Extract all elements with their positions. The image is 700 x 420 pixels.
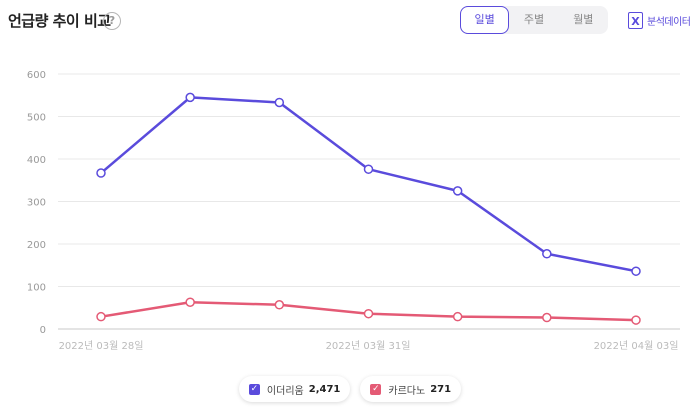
legend-label: 카르다노	[388, 385, 426, 397]
data-point	[452, 311, 463, 322]
y-tick-label: 600	[27, 70, 46, 81]
page-title: 언급량 추이 비교	[8, 12, 111, 30]
data-point	[363, 308, 374, 319]
x-tick-label: 2022년 03월 28일	[59, 340, 144, 352]
export-label: 분석데이터	[647, 16, 691, 28]
data-point	[185, 92, 195, 103]
help-icon[interactable]: ?	[103, 12, 121, 30]
tab-weekly[interactable]: 주별	[523, 13, 545, 26]
data-point	[274, 300, 285, 310]
legend-count: 2,471	[308, 383, 341, 395]
series-1	[96, 92, 641, 276]
y-axis: 0 100 200 300 400 500 600	[27, 70, 46, 336]
y-tick-label: 0	[40, 325, 46, 336]
y-tick-label: 300	[27, 198, 46, 209]
checkbox-icon: ✓	[248, 383, 260, 395]
chart-grid	[58, 73, 680, 330]
data-point	[96, 168, 106, 178]
x-axis: 2022년 03월 28일 2022년 03월 31일 2022년 04월 03일	[59, 340, 679, 352]
x-tick-label: 2022년 03월 31일	[326, 340, 411, 352]
data-point	[631, 315, 641, 325]
data-point	[542, 249, 552, 259]
data-point	[274, 97, 285, 108]
series-2	[96, 297, 641, 325]
y-tick-label: 100	[27, 283, 46, 294]
legend-label: 이더리움	[266, 385, 304, 397]
data-point	[96, 311, 106, 322]
chart-series	[96, 92, 641, 325]
legend-item-cardano[interactable]: ✓ 카르다노 271	[360, 376, 462, 402]
data-point	[452, 186, 463, 196]
legend-item-ethereum[interactable]: ✓ 이더리움 2,471	[238, 376, 351, 402]
y-tick-label: 500	[27, 113, 46, 124]
tab-monthly[interactable]: 월별	[573, 13, 594, 26]
tab-daily[interactable]: 일별	[460, 6, 510, 34]
excel-icon: X	[628, 11, 643, 29]
chart-header: 언급량 추이 비교 ? 일별 주별 월별 X 분석데이터	[0, 0, 700, 44]
data-point	[631, 266, 641, 276]
x-tick-label: 2022년 04월 03일	[594, 340, 679, 352]
period-tabs: 일별 주별 월별	[460, 6, 608, 34]
data-point	[542, 312, 552, 323]
legend-count: 271	[430, 383, 452, 395]
y-tick-label: 200	[27, 240, 46, 251]
data-point	[363, 164, 374, 174]
checkbox-icon: ✓	[370, 383, 382, 395]
series-line	[100, 96, 637, 273]
chart-legend: ✓ 이더리움 2,471 ✓ 카르다노 271	[0, 376, 700, 402]
data-point	[185, 297, 195, 307]
export-data-button[interactable]: X 분석데이터	[628, 10, 691, 30]
y-tick-label: 400	[27, 155, 46, 166]
